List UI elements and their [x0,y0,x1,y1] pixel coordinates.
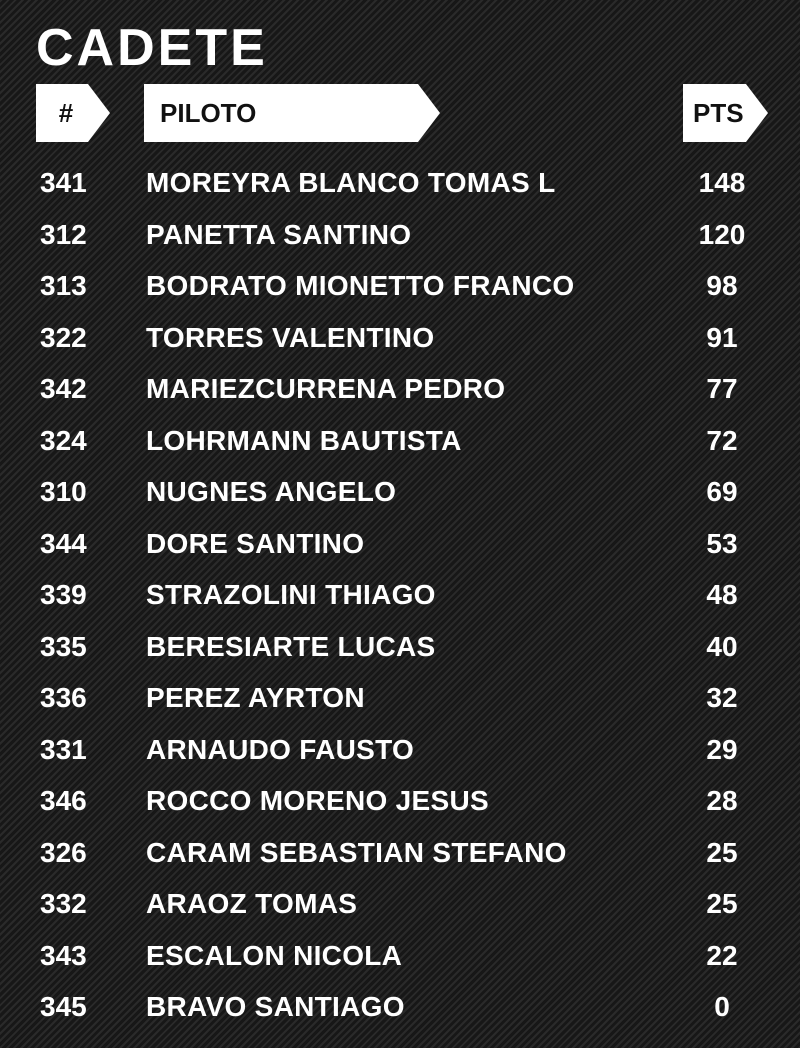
header-number: # [36,84,110,142]
driver-points: 48 [706,579,738,610]
driver-points: 148 [698,167,746,198]
driver-number: 332 [40,888,87,919]
driver-number: 336 [40,682,87,713]
standings-table: 341 MOREYRA BLANCO TOMAS L 148 312 PANETTA S… [0,157,800,1033]
table-row: 342 MARIEZCURRENA PEDRO 77 [0,363,800,415]
driver-name: MARIEZCURRENA PEDRO [146,373,506,404]
driver-points: 53 [706,527,738,559]
driver-points: 40 [706,630,738,662]
driver-points: 28 [706,785,738,816]
driver-number: 324 [40,424,87,456]
driver-points: 25 [706,836,738,868]
header-driver: PILOTO [144,84,440,142]
driver-number: 331 [40,733,87,765]
driver-number: 346 [40,785,87,816]
driver-name: BODRATO MIONETTO FRANCO [146,270,575,301]
driver-points: 98 [706,270,738,301]
table-row: 336 PEREZ AYRTON 32 [0,672,800,724]
header-points: PTS [683,84,768,142]
driver-name: BERESIARTE LUCAS [146,630,436,662]
driver-number: 341 [40,167,87,198]
driver-name: LOHRMANN BAUTISTA [146,424,462,456]
table-row: 331 ARNAUDO FAUSTO 29 [0,724,800,776]
driver-number: 342 [40,373,87,404]
driver-points: 22 [706,939,738,971]
table-row: 313 BODRATO MIONETTO FRANCO 98 [0,260,800,312]
driver-points: 0 [714,991,730,1022]
driver-name: PEREZ AYRTON [146,682,365,713]
table-row: 344 DORE SANTINO 53 [0,518,800,570]
table-row: 345 BRAVO SANTIAGO 0 [0,981,800,1033]
driver-number: 335 [40,630,87,662]
driver-points: 69 [706,476,738,507]
driver-name: ARNAUDO FAUSTO [146,733,415,765]
driver-name: STRAZOLINI THIAGO [146,579,436,610]
driver-points: 120 [698,218,746,250]
driver-points: 91 [706,321,738,353]
table-row: 324 LOHRMANN BAUTISTA 72 [0,415,800,467]
driver-name: CARAM SEBASTIAN STEFANO [146,836,567,868]
driver-points: 77 [706,373,738,404]
driver-number: 326 [40,836,87,868]
table-row: 346 ROCCO MORENO JESUS 28 [0,775,800,827]
table-row: 339 STRAZOLINI THIAGO 48 [0,569,800,621]
driver-name: ESCALON NICOLA [146,939,403,971]
table-row: 341 MOREYRA BLANCO TOMAS L 148 [0,157,800,209]
driver-name: PANETTA SANTINO [146,218,412,250]
driver-points: 25 [706,888,738,919]
driver-number: 313 [40,270,87,301]
driver-name: ARAOZ TOMAS [146,888,358,919]
driver-number: 339 [40,579,87,610]
table-row: 332 ARAOZ TOMAS 25 [0,878,800,930]
driver-points: 32 [706,682,738,713]
table-row: 322 TORRES VALENTINO 91 [0,312,800,364]
driver-points: 72 [706,424,738,456]
driver-number: 312 [40,218,87,250]
driver-number: 322 [40,321,87,353]
table-row: 312 PANETTA SANTINO 120 [0,209,800,261]
driver-name: DORE SANTINO [146,527,365,559]
table-row: 343 ESCALON NICOLA 22 [0,930,800,982]
table-row: 335 BERESIARTE LUCAS 40 [0,621,800,673]
driver-name: MOREYRA BLANCO TOMAS L [146,167,556,198]
driver-points: 29 [706,733,738,765]
driver-name: TORRES VALENTINO [146,321,435,353]
table-row: 326 CARAM SEBASTIAN STEFANO 25 [0,827,800,879]
driver-name: ROCCO MORENO JESUS [146,785,489,816]
driver-number: 310 [40,476,87,507]
driver-name: NUGNES ANGELO [146,476,397,507]
table-row: 310 NUGNES ANGELO 69 [0,466,800,518]
driver-name: BRAVO SANTIAGO [146,991,405,1022]
category-title: CADETE [36,19,268,77]
driver-number: 344 [40,527,87,559]
driver-number: 343 [40,939,87,971]
driver-number: 345 [40,991,87,1022]
